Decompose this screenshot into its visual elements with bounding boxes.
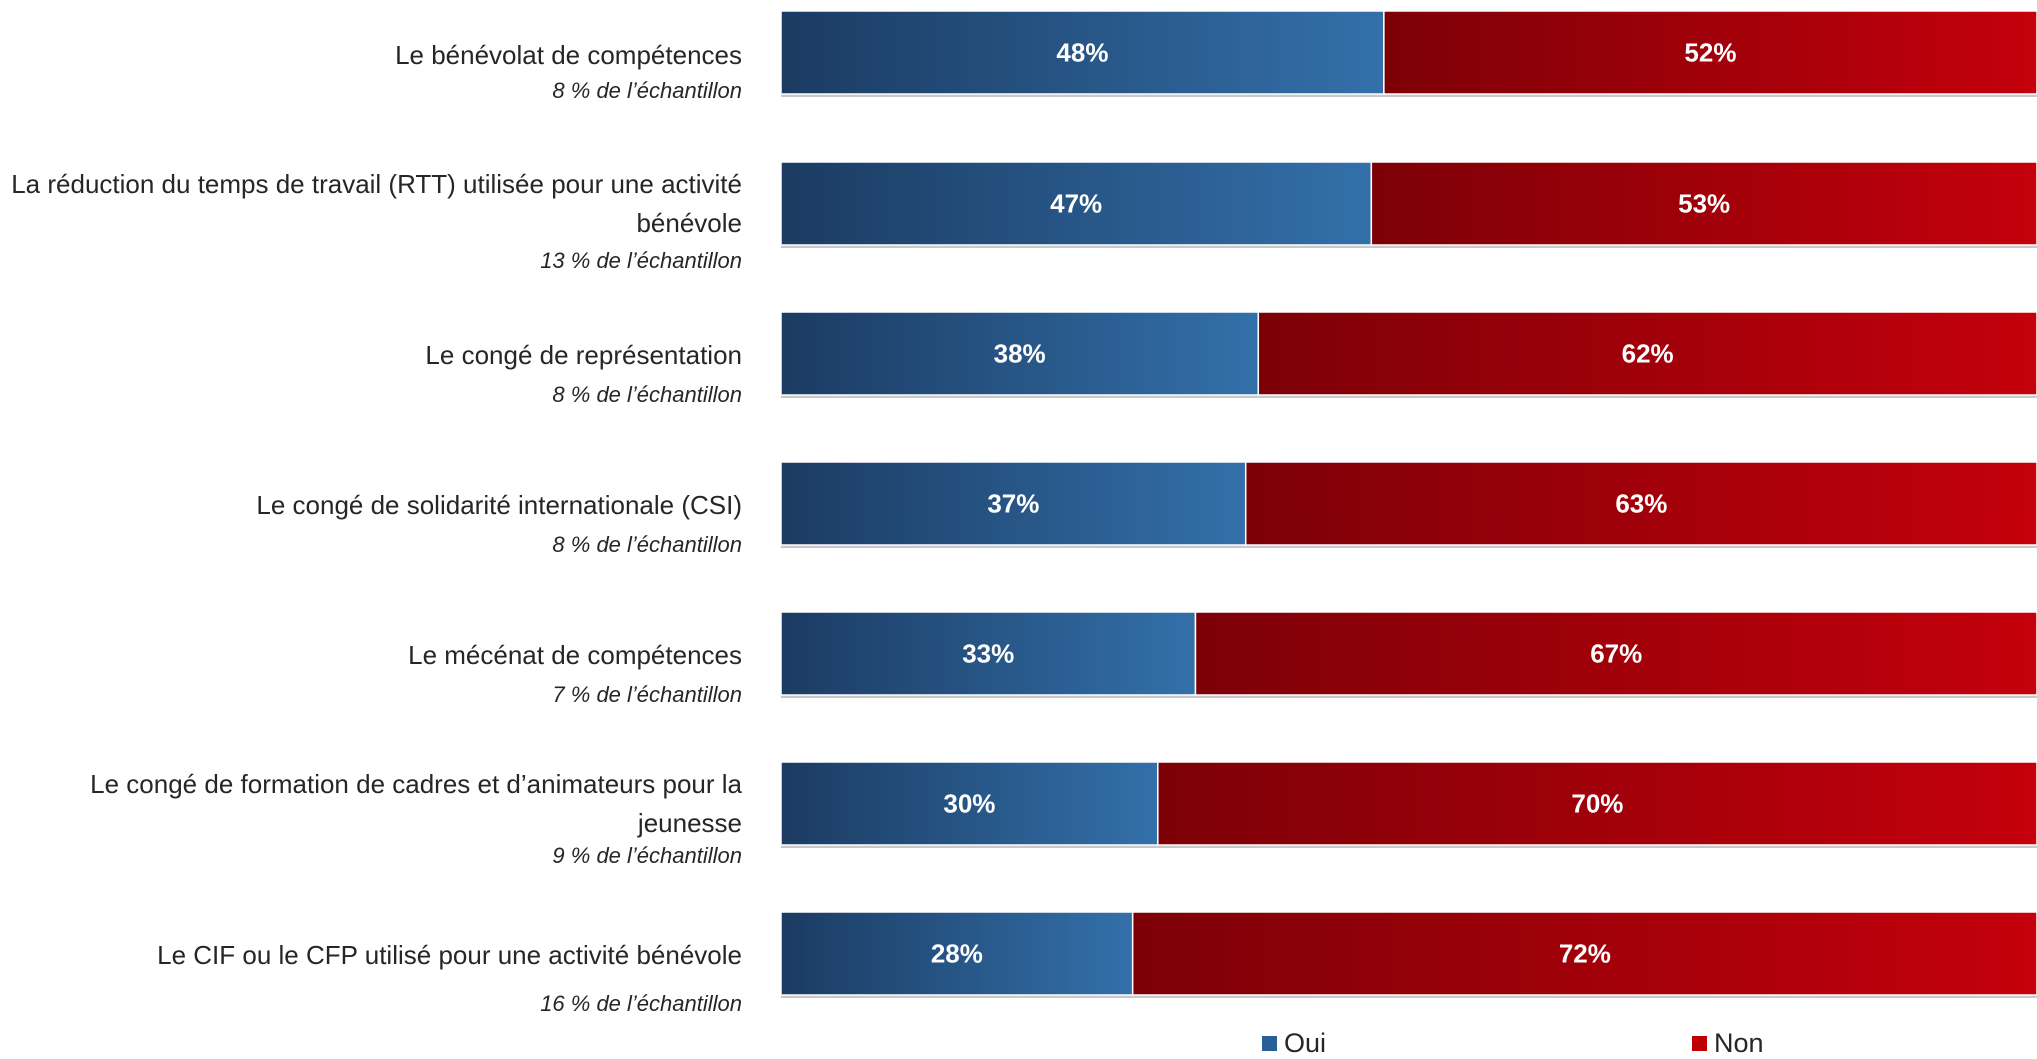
legend-swatch-oui (1262, 1036, 1277, 1051)
sample-label: 7 % de l’échantillon (552, 682, 742, 707)
bar-non (1244, 461, 2037, 546)
data-label-non: 72% (1559, 939, 1611, 969)
category-label: Le congé de formation de cadres et d’ani… (90, 769, 742, 838)
bar-oui (780, 311, 1260, 396)
category-label: La réduction du temps de travail (RTT) u… (11, 169, 742, 238)
bar-non (1257, 311, 2037, 396)
bar-oui (780, 761, 1159, 846)
sample-label: 8 % de l’échantillon (552, 78, 742, 103)
bar-non (1131, 911, 2037, 996)
bar-non (1370, 161, 2037, 246)
bar-oui (780, 911, 1134, 996)
bar-oui (780, 611, 1197, 696)
data-label-non: 52% (1684, 38, 1736, 68)
bar-oui (780, 10, 1385, 95)
category-label: Le mécénat de compétences (408, 640, 742, 670)
sample-label: 8 % de l’échantillon (552, 532, 742, 557)
category-label: Le CIF ou le CFP utilisé pour une activi… (157, 940, 742, 970)
sample-label: 8 % de l’échantillon (552, 382, 742, 407)
legend-swatch-non (1692, 1036, 1707, 1051)
data-label-oui: 37% (987, 489, 1039, 519)
sample-label: 16 % de l’échantillon (540, 991, 742, 1016)
data-label-oui: 33% (962, 639, 1014, 669)
category-label: Le bénévolat de compétences (395, 40, 742, 70)
data-label-oui: 47% (1050, 189, 1102, 219)
data-label-oui: 38% (994, 339, 1046, 369)
category-label: Le congé de solidarité internationale (C… (256, 490, 742, 520)
category-label: Le congé de représentation (425, 340, 742, 370)
bar-oui (780, 161, 1373, 246)
data-label-non: 53% (1678, 189, 1730, 219)
data-label-oui: 48% (1056, 38, 1108, 68)
data-label-oui: 28% (931, 939, 983, 969)
data-label-non: 62% (1622, 339, 1674, 369)
legend-non: Non (1692, 1028, 1764, 1059)
legend-label-oui: Oui (1284, 1028, 1327, 1058)
data-label-non: 70% (1571, 789, 1623, 819)
legend-oui: Oui (1262, 1028, 1326, 1059)
sample-label: 9 % de l’échantillon (552, 843, 742, 868)
data-label-oui: 30% (943, 789, 995, 819)
bar-non (1383, 10, 2037, 95)
legend-label-non: Non (1714, 1028, 1764, 1058)
data-label-non: 67% (1590, 639, 1642, 669)
bar-non (1157, 761, 2037, 846)
sample-label: 13 % de l’échantillon (540, 248, 742, 273)
bar-non (1194, 611, 2037, 696)
data-label-non: 63% (1615, 489, 1667, 519)
bar-oui (780, 461, 1247, 546)
